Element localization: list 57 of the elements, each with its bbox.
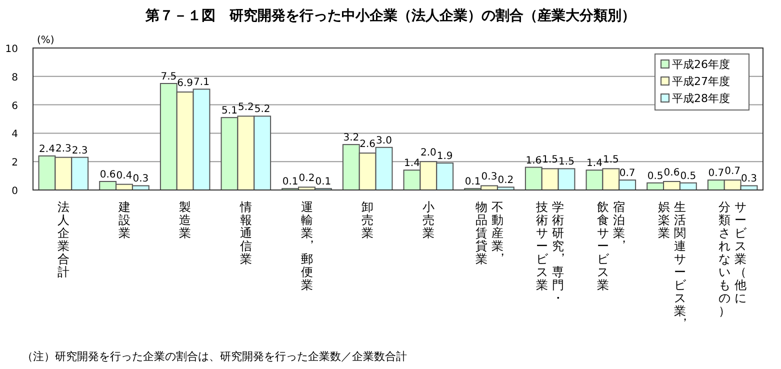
data-label: 2.3 [55, 143, 72, 154]
data-label: 1.5 [558, 156, 574, 168]
data-label: 1.6 [526, 155, 542, 166]
data-label: 1.4 [586, 158, 602, 170]
y-tick-label: 4 [12, 129, 18, 140]
data-label: 0.3 [741, 174, 757, 185]
data-label: 0.1 [282, 176, 298, 188]
y-tick-label: 6 [12, 100, 18, 112]
legend-label: 平成26年度 [672, 58, 730, 71]
data-label: 0.3 [481, 172, 498, 183]
data-label: 2.4 [39, 144, 55, 155]
data-label: 0.7 [724, 166, 741, 178]
category-label: 生活関連サービス業，娯楽業 [658, 200, 691, 323]
data-label: 0.5 [680, 170, 696, 182]
data-label: 7.1 [194, 77, 210, 88]
data-label: 2.0 [420, 148, 436, 159]
data-label: 1.5 [542, 154, 558, 166]
chart-title: 第７－１図 研究開発を行った中小企業（法人企業）の割合（産業大分類別） [144, 7, 636, 24]
data-label: 1.5 [602, 154, 619, 166]
data-label: 6.9 [177, 78, 194, 90]
category-label: 情報通信業 [240, 200, 252, 266]
y-axis-title: (%) [37, 35, 54, 46]
category-label: 小売業 [422, 200, 434, 240]
data-label: 0.3 [132, 174, 149, 185]
legend-label: 平成28年度 [672, 92, 730, 105]
legend-label: 平成27年度 [672, 75, 730, 88]
data-label: 3.2 [343, 132, 360, 144]
data-label: 2.3 [72, 145, 88, 156]
category-label: 製造業 [179, 200, 192, 240]
category-label: サービス業（他に分類されないもの） [718, 200, 747, 318]
category-label: 運輸業，郵便業 [300, 200, 318, 292]
data-label: 0.5 [647, 170, 664, 182]
data-label: 7.5 [160, 72, 177, 82]
data-label: 5.2 [254, 104, 270, 116]
data-label: 5.1 [222, 106, 238, 117]
data-label: 5.2 [238, 102, 254, 114]
category-label: 卸売業 [362, 200, 374, 240]
data-label: 3.0 [376, 135, 392, 146]
data-label: 0.6 [664, 167, 680, 178]
data-label: 0.4 [116, 170, 132, 182]
y-tick-label: 2 [12, 158, 18, 169]
y-tick-label: 10 [5, 44, 18, 55]
data-label: 0.2 [298, 173, 315, 184]
data-label: 0.7 [619, 168, 636, 180]
y-tick-label: 8 [12, 72, 18, 84]
data-label: 1.9 [436, 151, 453, 162]
text: （注）研究開発を行った企業の割合は、研究開発を行った企業数／企業数合計 [22, 350, 407, 363]
category-label: 建設業 [118, 200, 130, 240]
data-label: 1.4 [404, 158, 420, 170]
data-label: 2.6 [360, 139, 376, 150]
category-label: 法人企業合計 [57, 200, 70, 279]
data-label: 0.7 [708, 168, 724, 180]
data-label: 0.1 [315, 176, 332, 188]
data-label: 0.6 [100, 169, 116, 180]
data-label: 0.1 [464, 176, 481, 188]
data-label: 0.2 [498, 175, 514, 186]
y-tick-label: 0 [12, 186, 18, 197]
